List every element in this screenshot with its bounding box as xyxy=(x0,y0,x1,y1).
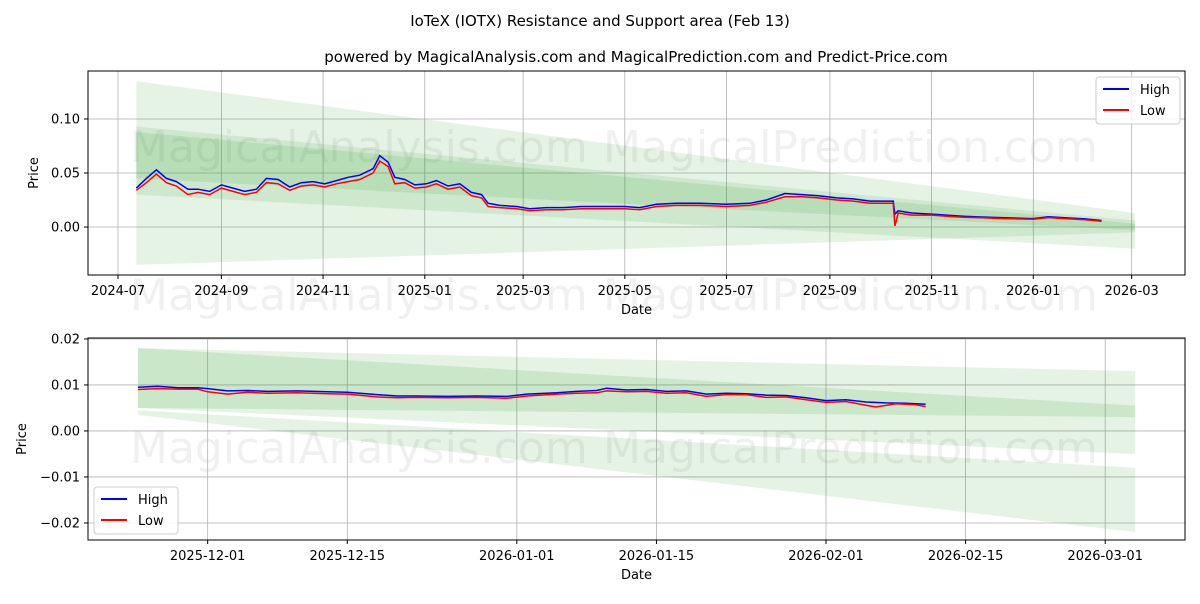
legend-label-high: High xyxy=(1140,83,1170,98)
chart-subtitle: powered by MagicalAnalysis.com and Magic… xyxy=(324,48,948,66)
plot-frame xyxy=(87,70,1186,276)
watermark: MagicalPrediction.com xyxy=(603,122,1098,173)
y-tick-label: 0.02 xyxy=(51,332,80,347)
x-axis-label: Date xyxy=(621,568,652,583)
x-axis-label: Date xyxy=(621,303,652,318)
x-tick-label: 2026-01 xyxy=(1006,284,1060,299)
support-resistance-band xyxy=(136,126,1135,249)
plot-frame xyxy=(87,337,1186,541)
x-tick-label: 2025-12-15 xyxy=(310,549,386,564)
x-tick-label: 2025-12-01 xyxy=(170,549,246,564)
x-tick-label: 2025-05 xyxy=(598,284,652,299)
y-tick-label: 0.01 xyxy=(51,378,80,393)
panel-1: MagicalAnalysis.com MagicalPrediction.com… xyxy=(27,70,1186,321)
x-tick-label: 2024-07 xyxy=(91,284,145,299)
x-tick-label: 2026-01-15 xyxy=(619,549,695,564)
series-low-line xyxy=(137,387,926,408)
y-tick-label: 0.10 xyxy=(51,112,80,127)
y-tick-label: −0.02 xyxy=(40,516,80,531)
x-tick-label: 2025-09 xyxy=(803,284,857,299)
x-tick-label: 2025-11 xyxy=(904,284,958,299)
series-high-line xyxy=(137,385,926,406)
y-tick-label: 0.00 xyxy=(51,221,80,236)
y-axis-label: Price xyxy=(15,423,30,455)
watermark: MagicalAnalysis.com xyxy=(130,122,588,173)
support-resistance-band xyxy=(136,131,1135,231)
x-tick-label: 2025-01 xyxy=(398,284,452,299)
panel-2: MagicalAnalysis.com MagicalPrediction.com… xyxy=(15,332,1186,583)
chart-title: IoTeX (IOTX) Resistance and Support area… xyxy=(410,12,790,30)
x-tick-label: 2025-03 xyxy=(496,284,550,299)
watermark: MagicalAnalysis.com xyxy=(130,270,588,321)
support-resistance-band xyxy=(137,410,1136,533)
y-tick-label: 0.05 xyxy=(51,167,80,182)
legend: High Low xyxy=(1095,76,1181,125)
x-tick-label: 2026-01-01 xyxy=(479,549,555,564)
y-tick-label: 0.00 xyxy=(51,424,80,439)
y-tick-label: −0.01 xyxy=(40,470,80,485)
series-low-line xyxy=(135,160,1102,227)
x-tick-label: 2026-03 xyxy=(1104,284,1158,299)
support-resistance-band xyxy=(137,348,1136,454)
x-tick-label: 2026-03-01 xyxy=(1067,549,1143,564)
x-tick-label: 2026-02-15 xyxy=(928,549,1004,564)
x-tick-label: 2025-07 xyxy=(699,284,753,299)
watermark: MagicalPrediction.com xyxy=(603,423,1098,474)
legend-label-high: High xyxy=(138,493,168,508)
legend-label-low: Low xyxy=(1140,104,1166,119)
legend-label-low: Low xyxy=(138,514,164,529)
y-axis-label: Price xyxy=(27,157,42,189)
series-high-line xyxy=(135,154,1102,222)
support-resistance-band xyxy=(136,81,1135,265)
support-resistance-band xyxy=(137,348,1136,418)
watermark: MagicalAnalysis.com xyxy=(130,423,588,474)
x-tick-label: 2024-09 xyxy=(194,284,248,299)
x-tick-label: 2026-02-01 xyxy=(788,549,864,564)
legend: High Low xyxy=(93,486,179,535)
x-tick-label: 2024-11 xyxy=(296,284,350,299)
watermark: MagicalPrediction.com xyxy=(603,270,1098,321)
